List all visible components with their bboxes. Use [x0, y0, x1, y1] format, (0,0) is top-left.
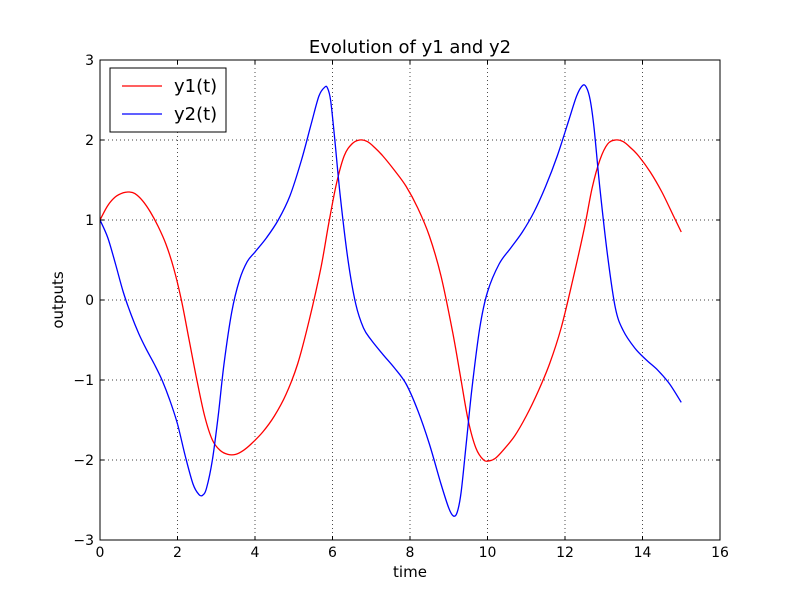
x-tick-label: 4 [251, 545, 260, 561]
y-tick-label: 1 [85, 213, 94, 229]
x-tick-label: 0 [96, 545, 105, 561]
x-tick-label: 12 [556, 545, 574, 561]
series-line-2 [99, 84, 682, 517]
x-axis-label: time [393, 563, 427, 581]
x-tick-label: 6 [328, 545, 337, 561]
chart-title: Evolution of y1 and y2 [309, 37, 511, 58]
x-tick-label: 2 [173, 545, 182, 561]
legend-box [109, 67, 227, 133]
y-tick-label: 3 [85, 53, 94, 69]
y-tick-label: −2 [73, 453, 94, 469]
y-tick-label: −3 [73, 533, 94, 549]
series-line-1 [99, 139, 682, 462]
legend-label-1: y1(t) [174, 76, 217, 97]
x-tick-label: 14 [634, 545, 652, 561]
x-tick-label: 16 [711, 545, 729, 561]
x-tick-label: 10 [479, 545, 497, 561]
plot-area [99, 84, 682, 517]
y-tick-label: −1 [73, 373, 94, 389]
legend-label-2: y2(t) [174, 104, 217, 125]
y-axis-label: outputs [49, 271, 67, 328]
y-tick-label: 0 [85, 293, 94, 309]
x-tick-label: 8 [406, 545, 415, 561]
legend: y1(t) y2(t) [109, 67, 227, 133]
y-tick-label: 2 [85, 133, 94, 149]
